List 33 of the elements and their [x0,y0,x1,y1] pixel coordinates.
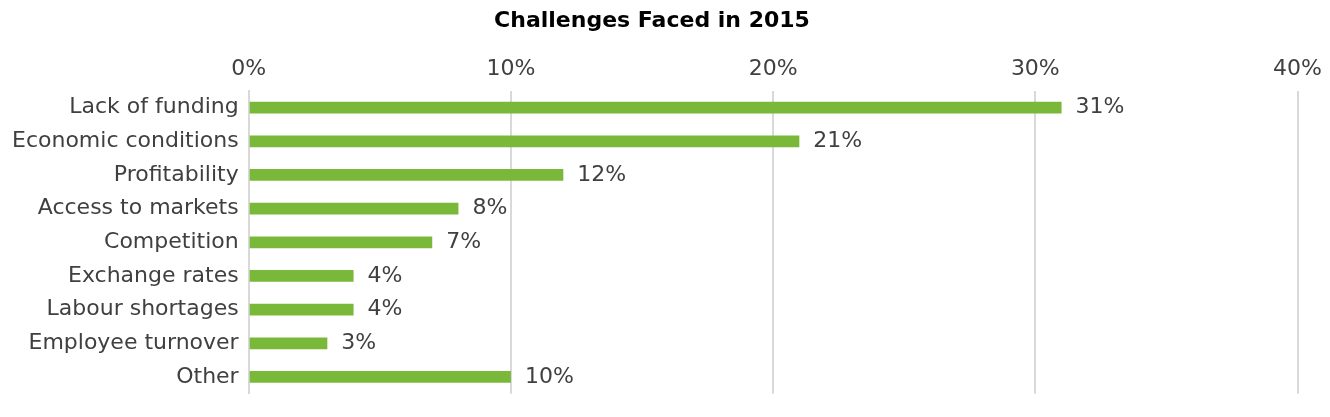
y-tick-label: Lack of funding [69,93,239,119]
y-tick-label: Access to markets [37,194,239,220]
bar [249,303,354,316]
bar [249,135,800,148]
data-label: 7% [446,228,482,254]
bar [249,270,354,282]
data-label: 4% [367,295,403,321]
data-label: 31% [1075,93,1125,119]
chart-title: Challenges Faced in 2015 [494,6,810,32]
y-tick-label: Competition [104,228,239,254]
x-tick-label: 40% [1273,55,1322,81]
y-tick-label: Labour shortages [46,295,239,321]
data-label: 3% [341,329,377,355]
data-label: 21% [813,127,863,153]
bar [249,101,1062,114]
data-label: 8% [472,194,508,220]
x-tick-label: 20% [748,55,798,81]
y-tick-label: Exchange rates [68,261,239,287]
x-tick-label: 0% [231,55,267,81]
bar [249,236,433,249]
y-tick-label: Profitability [113,160,239,186]
x-tick-label: 10% [486,55,536,81]
bar [249,371,511,383]
data-label: 4% [367,261,403,287]
x-tick-label: 30% [1010,55,1060,81]
data-label: 10% [524,362,574,388]
bar [249,169,564,181]
y-tick-label: Employee turnover [28,329,240,355]
data-label: 12% [577,160,627,186]
bar [249,337,328,350]
y-tick-label: Other [176,362,240,388]
y-tick-label: Economic conditions [12,127,239,153]
bar [249,202,459,215]
